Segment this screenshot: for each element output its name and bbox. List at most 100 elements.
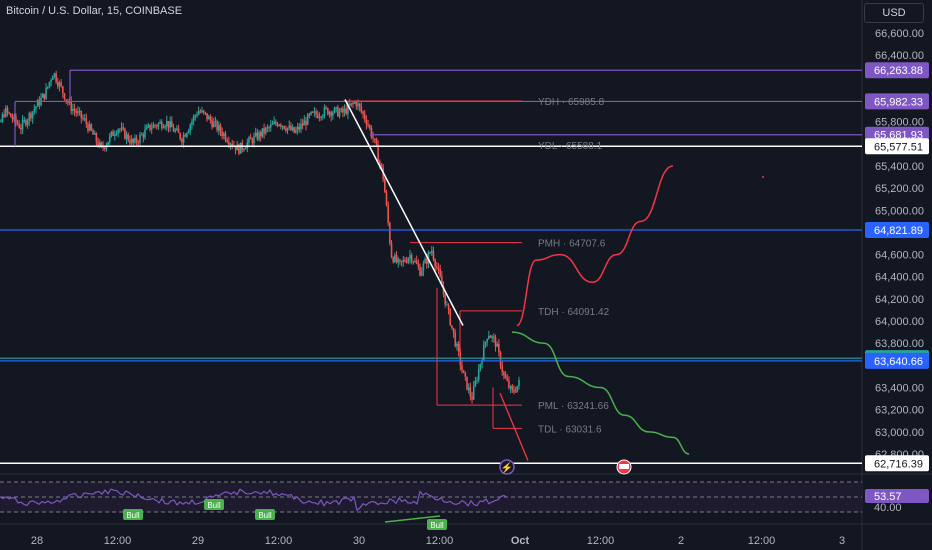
candle-body	[275, 121, 277, 124]
lightning-event-icon	[499, 459, 515, 475]
candle-body	[422, 263, 425, 271]
candle-body	[3, 114, 5, 117]
candle-body	[363, 113, 366, 120]
price-level-badge	[865, 221, 929, 238]
candle-body	[276, 123, 279, 126]
candle-body	[72, 108, 74, 111]
candle-body	[154, 124, 156, 126]
candle-body	[321, 115, 324, 118]
candle-body	[149, 124, 151, 130]
bull-signal-label: Bull	[258, 511, 272, 520]
candle-body	[65, 99, 67, 101]
candle-body	[301, 123, 304, 126]
candle-body	[107, 141, 109, 145]
candle-body	[503, 371, 505, 376]
price-level-badge	[865, 455, 929, 472]
candle-body	[476, 379, 478, 381]
candle-body	[327, 108, 329, 115]
candle-body	[26, 120, 29, 125]
level-annotation: YDH · 65985.8	[538, 97, 605, 108]
candle-body	[373, 138, 376, 140]
candle-body	[110, 131, 113, 136]
candle-body	[378, 161, 381, 164]
candle-body	[407, 258, 410, 263]
candle-body	[187, 130, 190, 134]
candle-body	[63, 93, 66, 100]
candle-body	[437, 267, 440, 269]
candle-body	[420, 270, 423, 276]
candle-body	[6, 107, 9, 113]
candle-body	[196, 114, 198, 116]
time-tick-label: 3	[839, 535, 845, 547]
candle-body	[127, 134, 130, 141]
candle-body	[239, 142, 242, 154]
candle-body	[271, 123, 274, 125]
candle-body	[429, 252, 431, 254]
candle-body	[509, 386, 512, 388]
candle-body	[491, 336, 493, 338]
candle-body	[207, 116, 210, 120]
candle-body	[147, 124, 150, 127]
candle-body	[249, 137, 252, 140]
candle-body	[236, 144, 239, 151]
candle-body	[8, 112, 10, 114]
currency-button[interactable]: USD	[864, 3, 924, 23]
time-tick-label: 12:00	[587, 535, 615, 547]
candle-body	[295, 129, 297, 133]
candle-body	[171, 121, 173, 128]
price-tick-label: 64,000.00	[875, 316, 924, 328]
candle-body	[325, 107, 327, 109]
candle-body	[432, 250, 435, 260]
candle-body	[347, 104, 349, 114]
candle-body	[399, 259, 401, 261]
candle-body	[278, 124, 280, 126]
price-tick-label: 63,200.00	[875, 405, 924, 417]
candle-body	[484, 342, 487, 345]
candle-body	[181, 139, 183, 143]
candle-body	[402, 259, 405, 262]
candle-body	[139, 134, 141, 143]
level-annotation: TDH · 64091.42	[538, 307, 610, 318]
candle-body	[348, 104, 351, 106]
candle-body	[328, 111, 331, 115]
candle-body	[414, 260, 416, 262]
candle-body	[179, 132, 182, 140]
candle-body	[462, 370, 465, 373]
candle-body	[46, 86, 49, 88]
candle-body	[417, 263, 420, 267]
candle-body	[114, 134, 116, 136]
candle-body	[486, 338, 488, 343]
candle-body	[451, 325, 453, 328]
candle-body	[285, 128, 287, 131]
candle-body	[256, 132, 259, 140]
candle-body	[159, 121, 161, 124]
candle-body	[405, 261, 408, 263]
candle-body	[75, 110, 78, 114]
rsi-level-label: 40.00	[874, 502, 902, 514]
candle-body	[306, 114, 309, 125]
candle-body	[155, 125, 158, 127]
price-level-badge-label: 64,821.89	[874, 225, 923, 237]
candle-body	[238, 144, 240, 154]
candles	[0, 70, 520, 404]
price-tick-label: 64,600.00	[875, 250, 924, 262]
candle-body	[506, 378, 509, 381]
candle-body	[199, 111, 202, 113]
candle-body	[15, 115, 17, 123]
candle-body	[253, 135, 255, 144]
candle-body	[447, 304, 450, 310]
price-tick-label: 64,400.00	[875, 272, 924, 284]
candle-body	[174, 130, 176, 132]
candle-body	[442, 286, 445, 294]
candle-body	[315, 111, 317, 115]
candle-body	[308, 114, 311, 116]
candle-body	[436, 266, 438, 268]
level-annotation: PML · 63241.66	[538, 401, 609, 412]
candle-body	[489, 336, 492, 338]
candle-body	[50, 80, 52, 83]
candle-body	[244, 148, 247, 150]
candle-body	[482, 344, 485, 361]
candle-body	[45, 87, 47, 100]
